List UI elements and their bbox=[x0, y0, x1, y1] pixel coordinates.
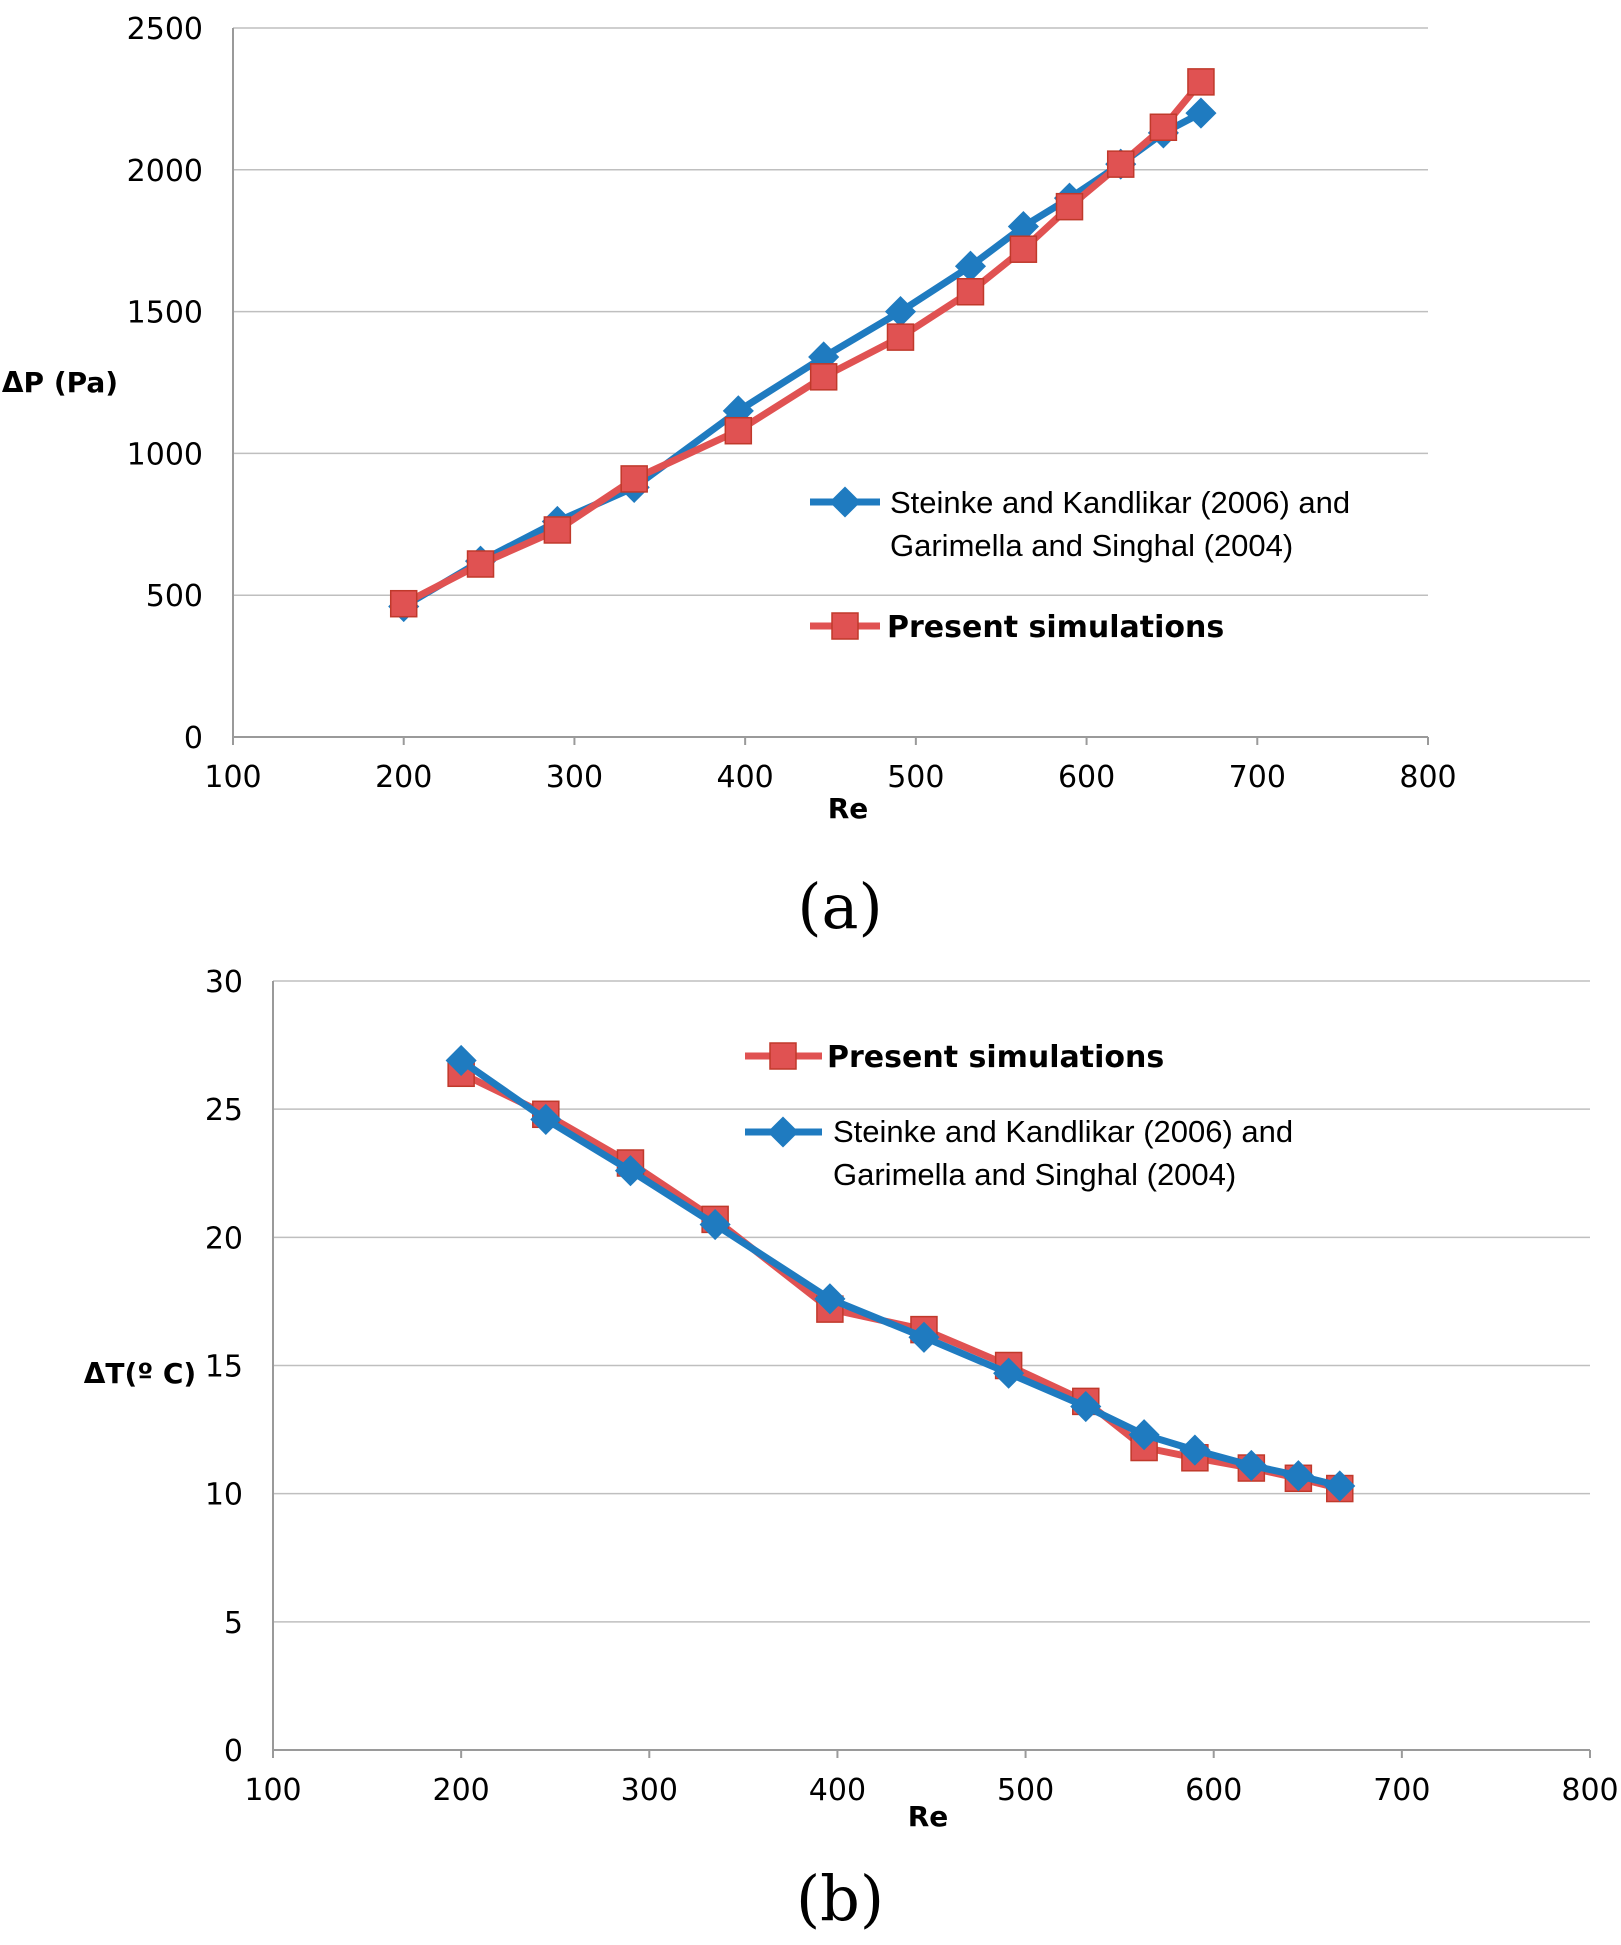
chart-b-point-diamond bbox=[1282, 1460, 1314, 1492]
chart-b-x-tick-label: 800 bbox=[1561, 1773, 1618, 1808]
chart-a-point-diamond bbox=[884, 296, 917, 328]
chart-b-legend-marker-square bbox=[769, 1042, 797, 1070]
chart-a-y-tick-label: 500 bbox=[146, 579, 203, 614]
chart-a-axes bbox=[232, 28, 1429, 745]
chart-b-y-tick-labels: 0 5 10 15 20 25 30 bbox=[205, 965, 243, 1769]
chart-a-x-axis-title: Re bbox=[828, 792, 869, 825]
chart-a-legend: Steinke and Kandlikar (2006) and Garimel… bbox=[810, 485, 1350, 645]
chart-a-y-axis-title: ΔP (Pa) bbox=[2, 366, 118, 399]
chart-a-x-tick-label: 700 bbox=[1229, 760, 1286, 795]
chart-a-legend-label-red: Present simulations bbox=[887, 610, 1224, 645]
chart-a-y-tick-label: 0 bbox=[184, 721, 203, 756]
chart-a-point-diamond bbox=[1185, 97, 1217, 129]
chart-b-y-tick-label: 20 bbox=[205, 1221, 243, 1256]
chart-b-series bbox=[445, 1044, 1356, 1503]
chart-b-legend: Present simulations Steinke and Kandlika… bbox=[745, 1040, 1293, 1192]
chart-b-axes bbox=[272, 981, 1591, 1758]
chart-a-legend-marker-diamond bbox=[829, 486, 861, 518]
chart-b-x-tick-label: 400 bbox=[809, 1773, 866, 1808]
chart-a-point-square bbox=[1149, 113, 1178, 142]
chart-a-legend-entry-blue: Steinke and Kandlikar (2006) and Garimel… bbox=[810, 485, 1350, 563]
chart-b-legend-label-blue-line2: Garimella and Singhal (2004) bbox=[833, 1157, 1236, 1192]
chart-a-legend-entry-red: Present simulations bbox=[810, 610, 1224, 645]
chart-b-x-axis-title: Re bbox=[908, 1800, 949, 1833]
chart-b-point-diamond bbox=[1128, 1419, 1160, 1451]
chart-b-point-diamond bbox=[445, 1044, 477, 1077]
chart-a-x-tick-label: 800 bbox=[1399, 760, 1456, 795]
chart-a: 100 200 300 400 500 600 700 800 0 500 1000 1500 200… bbox=[2, 12, 1457, 943]
chart-b-point-diamond bbox=[1070, 1390, 1102, 1423]
chart-a-y-tick-label: 2500 bbox=[127, 12, 203, 47]
chart-a-x-tick-label: 200 bbox=[375, 760, 432, 795]
chart-b-gridlines bbox=[273, 980, 1590, 1623]
chart-b-legend-label-red: Present simulations bbox=[827, 1040, 1164, 1075]
chart-a-legend-label-blue-line1: Steinke and Kandlikar (2006) and bbox=[890, 485, 1350, 520]
chart-a-y-tick-label: 2000 bbox=[127, 154, 203, 189]
chart-a-series-line-square bbox=[402, 79, 1204, 607]
chart-a-x-tick-labels: 100 200 300 400 500 600 700 800 bbox=[204, 760, 1456, 795]
chart-a-point-square bbox=[620, 465, 648, 493]
chart-b-point-diamond bbox=[1179, 1434, 1211, 1466]
chart-b-y-axis-title: ΔT(º C) bbox=[84, 1357, 196, 1390]
chart-b-legend-marker-diamond bbox=[767, 1116, 799, 1148]
chart-a-legend-label-blue-line2: Garimella and Singhal (2004) bbox=[890, 528, 1293, 563]
chart-a-point-square bbox=[956, 277, 985, 306]
chart-b-y-tick-label: 0 bbox=[224, 1734, 243, 1769]
chart-a-x-tick-label: 600 bbox=[1058, 760, 1115, 795]
chart-a-y-tick-label: 1000 bbox=[127, 437, 203, 472]
chart-b-y-tick-label: 10 bbox=[205, 1478, 243, 1513]
chart-a-point-square bbox=[466, 550, 495, 578]
chart-a-point-square bbox=[389, 589, 418, 618]
chart-b-y-tick-label: 25 bbox=[205, 1093, 243, 1128]
chart-a-y-tick-label: 1500 bbox=[127, 296, 203, 331]
chart-a-x-tick-label: 400 bbox=[717, 760, 774, 795]
chart-a-point-square bbox=[1009, 235, 1038, 263]
chart-a-point-square bbox=[1106, 150, 1135, 178]
chart-b-x-tick-labels: 100 200 300 400 500 600 700 800 bbox=[244, 1773, 1618, 1808]
chart-a-point-square bbox=[1187, 68, 1215, 96]
chart-a-y-tick-labels: 0 500 1000 1500 2000 2500 bbox=[127, 12, 203, 756]
chart-b-point-diamond bbox=[1324, 1470, 1356, 1502]
chart-b-legend-entry-blue: Steinke and Kandlikar (2006) and Garimel… bbox=[745, 1114, 1293, 1192]
chart-a-point-square bbox=[724, 416, 753, 445]
chart-a-x-tick-label: 300 bbox=[546, 760, 603, 795]
chart-b-panel-label: (b) bbox=[796, 1862, 884, 1935]
chart-b-legend-label-blue-line1: Steinke and Kandlikar (2006) and bbox=[833, 1114, 1293, 1149]
chart-b: 100 200 300 400 500 600 700 800 0 5 10 15 20 25 30 Re… bbox=[84, 965, 1619, 1935]
chart-a-point-square bbox=[886, 323, 915, 351]
chart-a-legend-marker-square bbox=[831, 612, 859, 640]
chart-a-panel-label: (a) bbox=[797, 870, 882, 943]
chart-a-series bbox=[388, 68, 1217, 623]
chart-b-y-tick-label: 5 bbox=[224, 1606, 243, 1641]
chart-b-x-tick-label: 100 bbox=[244, 1773, 301, 1808]
chart-b-x-tick-label: 500 bbox=[997, 1773, 1054, 1808]
chart-b-x-tick-label: 300 bbox=[621, 1773, 678, 1808]
chart-a-x-tick-label: 500 bbox=[887, 760, 944, 795]
chart-b-x-tick-label: 200 bbox=[433, 1773, 490, 1808]
chart-b-y-tick-label: 15 bbox=[205, 1350, 243, 1385]
chart-b-x-tick-label: 600 bbox=[1185, 1773, 1242, 1808]
chart-b-x-tick-label: 700 bbox=[1373, 1773, 1430, 1808]
chart-a-point-square bbox=[809, 363, 838, 391]
chart-a-point-square bbox=[1055, 192, 1084, 221]
chart-a-x-tick-label: 100 bbox=[204, 760, 261, 795]
chart-a-point-square bbox=[543, 516, 572, 544]
chart-b-legend-entry-red: Present simulations bbox=[745, 1040, 1164, 1075]
chart-a-gridlines bbox=[233, 27, 1428, 596]
chart-b-y-tick-label: 30 bbox=[205, 965, 243, 1000]
chart-b-point-diamond bbox=[1235, 1449, 1267, 1482]
